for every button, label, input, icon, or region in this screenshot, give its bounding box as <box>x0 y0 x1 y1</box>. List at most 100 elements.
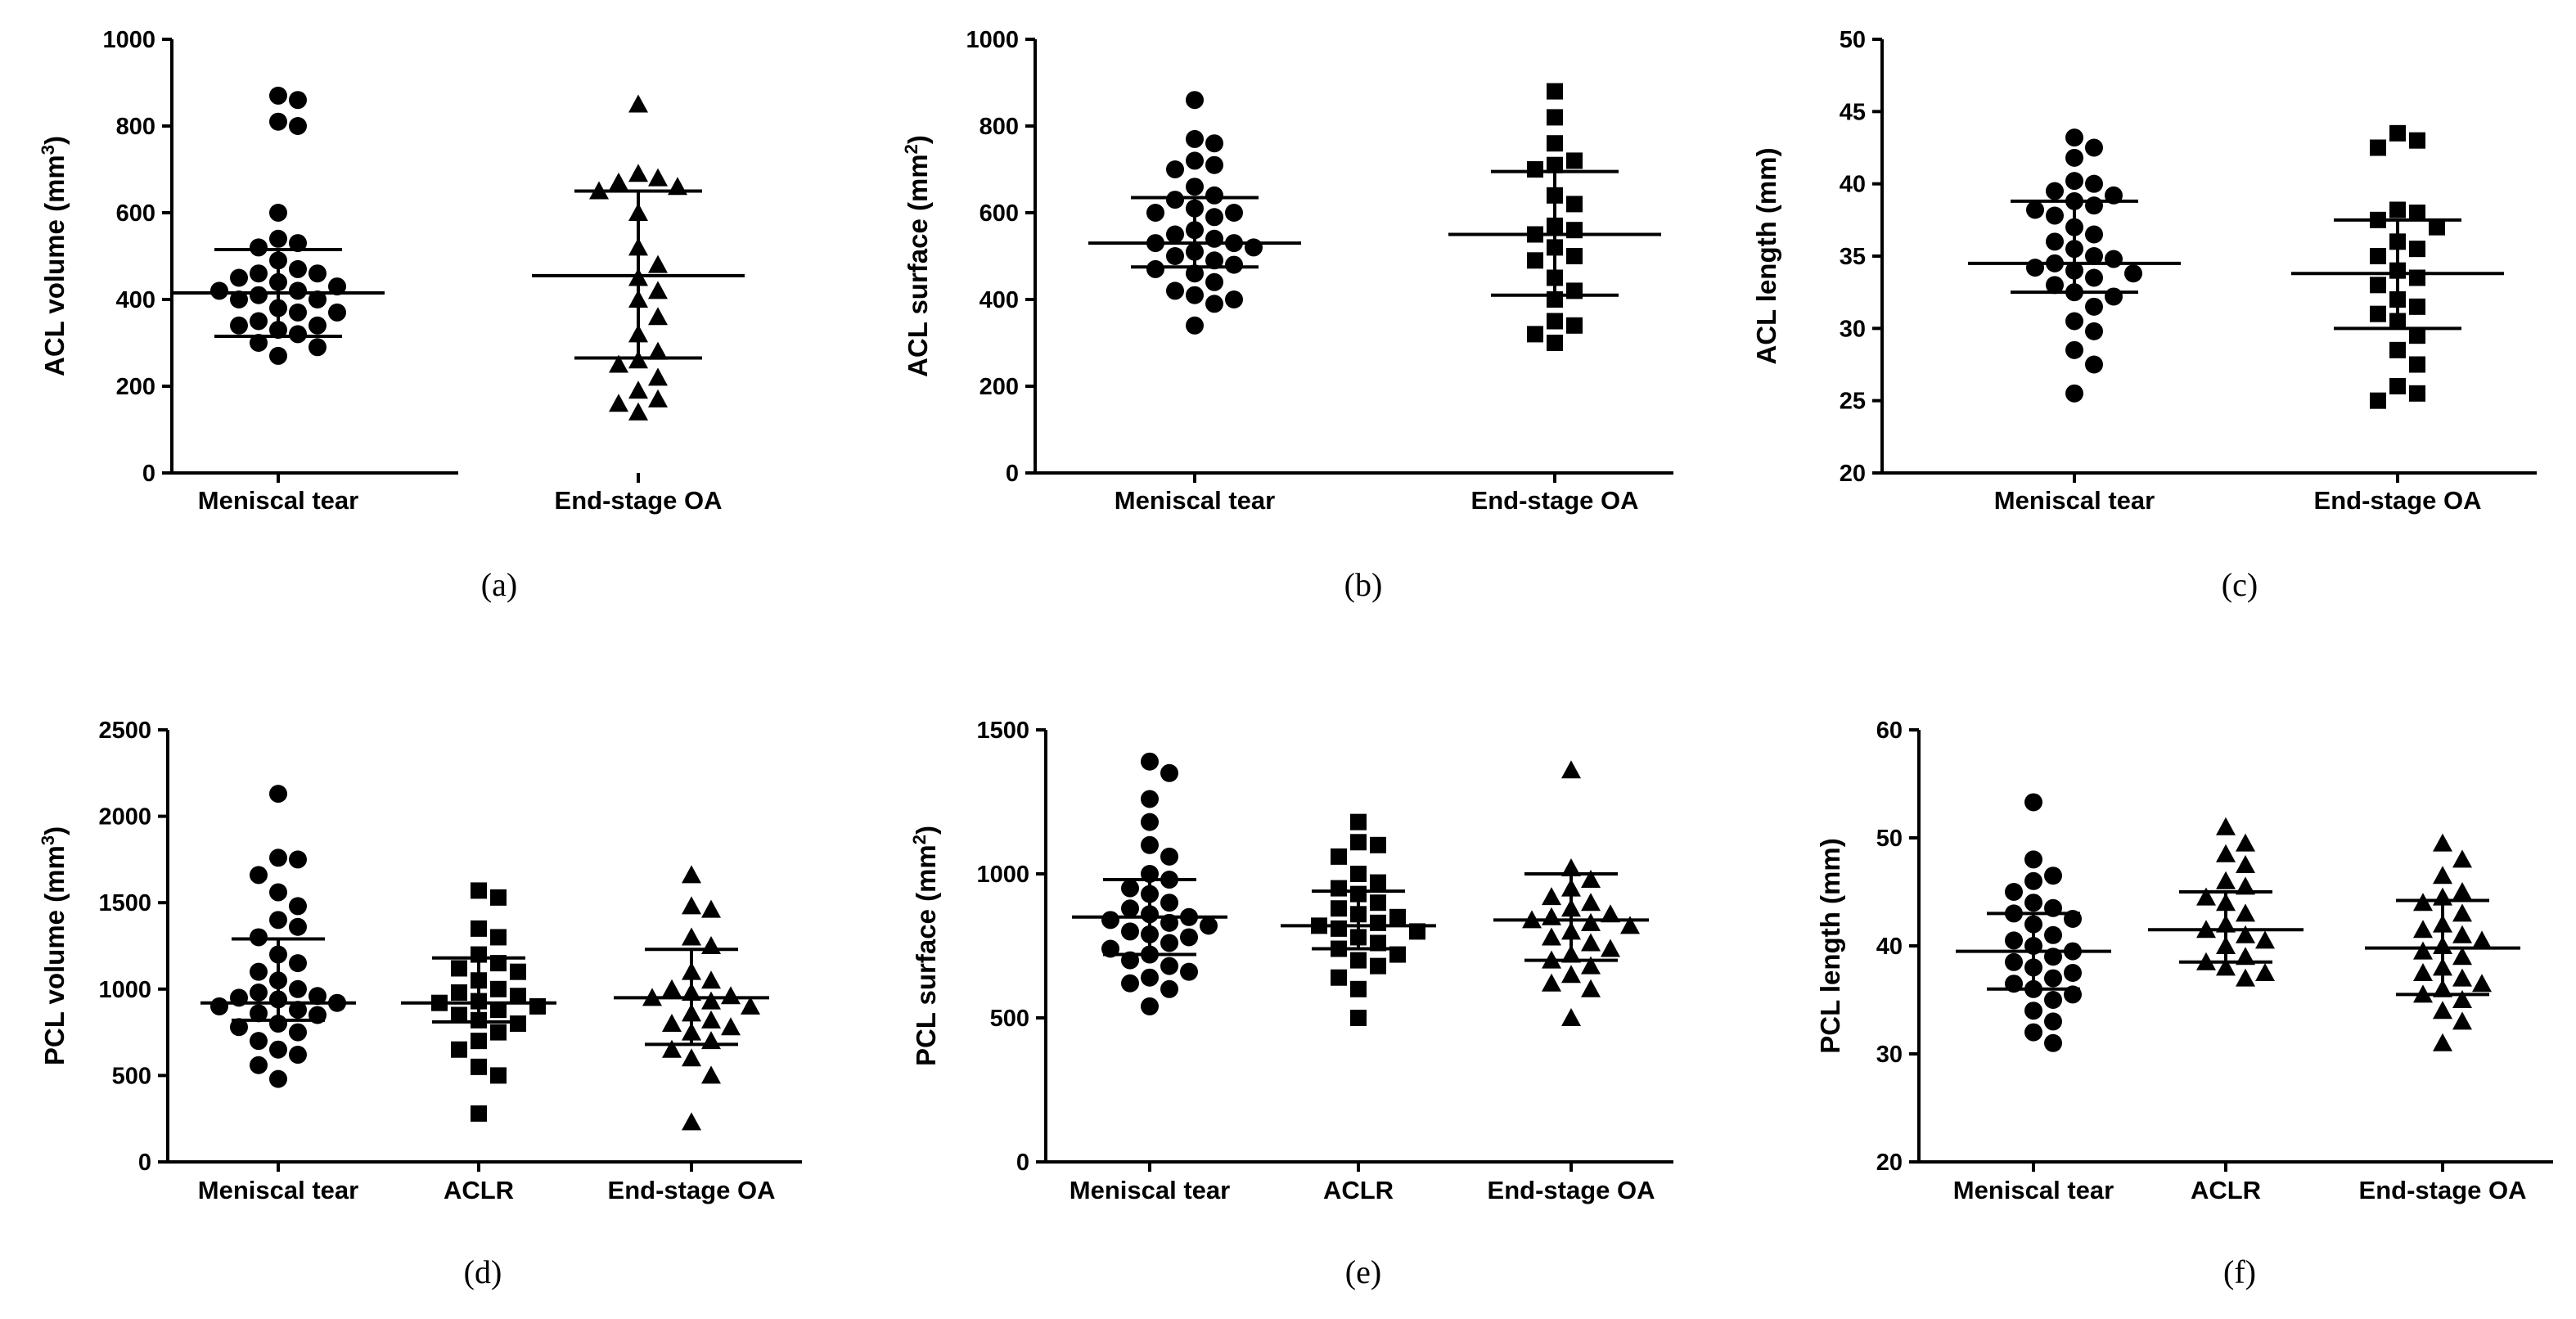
data-point <box>289 897 307 916</box>
data-point <box>471 1105 487 1122</box>
data-point <box>471 1058 487 1075</box>
y-tick-label: 400 <box>116 287 155 313</box>
data-point <box>1566 196 1583 213</box>
data-point <box>741 996 760 1015</box>
data-point <box>510 963 526 980</box>
data-point <box>289 954 307 973</box>
data-point <box>250 1056 268 1074</box>
y-axis-title-text: PCL surface (mm <box>911 844 941 1066</box>
data-point <box>2105 287 2123 306</box>
data-point <box>662 1014 682 1033</box>
data-point <box>682 865 701 884</box>
y-axis-title-text: ACL surface (mm <box>903 154 933 377</box>
data-point <box>2046 276 2064 295</box>
data-point <box>1160 934 1178 952</box>
data-point <box>2044 925 2062 944</box>
series-aclr <box>401 882 556 1122</box>
data-point <box>2044 991 2062 1009</box>
data-point <box>721 986 741 1005</box>
y-tick-label: 1000 <box>98 977 151 1003</box>
data-point <box>1331 848 1347 865</box>
data-point <box>2196 887 2216 906</box>
data-point <box>1121 974 1139 993</box>
series-meniscal-tear <box>1088 91 1301 335</box>
data-point <box>1160 894 1178 912</box>
data-point <box>1166 191 1184 209</box>
data-point <box>1581 893 1601 912</box>
data-point <box>1350 834 1367 851</box>
data-point <box>289 979 307 998</box>
data-point <box>2413 920 2433 939</box>
data-point <box>269 86 287 105</box>
data-point <box>1205 155 1223 174</box>
data-point <box>328 277 346 296</box>
data-point <box>628 380 648 399</box>
data-point <box>1350 1010 1367 1026</box>
data-point <box>471 1033 487 1050</box>
data-point <box>1180 962 1198 981</box>
panel-label: (e) <box>1345 1254 1381 1290</box>
data-point <box>1547 335 1563 351</box>
y-tick-label: 1500 <box>976 718 1029 744</box>
data-point <box>2236 855 2255 873</box>
data-point <box>1146 204 1164 222</box>
data-point <box>230 268 248 287</box>
data-point <box>210 997 228 1015</box>
data-point <box>2452 903 2472 922</box>
chart-panel-6: 20 30 40 50 60 Meniscal tear ACLR End-stage OA P… <box>1815 718 2553 1290</box>
chart-panel-4: 0 500 1000 1500 2000 2500 Meniscal tear ACLR End… <box>38 718 802 1290</box>
data-point <box>1200 916 1218 935</box>
data-point <box>648 307 668 326</box>
data-point <box>289 91 307 110</box>
data-point <box>682 927 701 946</box>
data-point <box>2370 139 2386 156</box>
data-point <box>2370 248 2386 264</box>
y-axis-title: PCL surface (mm2) <box>909 826 941 1066</box>
data-point <box>2236 968 2255 987</box>
data-point <box>1166 225 1184 244</box>
data-point <box>250 866 268 885</box>
data-point <box>269 785 287 804</box>
y-axis-title-end: ) <box>911 826 941 835</box>
y-tick-label: 50 <box>1876 826 1903 852</box>
x-category-label: Meniscal tear <box>198 486 358 515</box>
data-point <box>1561 760 1581 779</box>
series-end-stage-oa <box>614 865 769 1131</box>
data-point <box>1205 134 1223 153</box>
data-point <box>682 1048 701 1067</box>
series-meniscal-tear <box>1956 793 2111 1052</box>
data-point <box>1166 247 1184 265</box>
data-point <box>1225 255 1243 274</box>
data-point <box>2389 341 2406 358</box>
data-point <box>1409 923 1425 940</box>
data-point <box>250 334 268 352</box>
y-tick-label: 800 <box>116 114 155 140</box>
y-axis-title-end: ) <box>39 136 70 145</box>
data-point <box>510 988 526 1005</box>
data-point <box>2085 355 2103 374</box>
data-point <box>648 389 668 407</box>
data-point <box>2085 196 2103 215</box>
data-point <box>701 1031 721 1050</box>
data-point <box>289 281 307 300</box>
y-tick-label: 2500 <box>98 718 151 744</box>
data-point <box>2065 384 2083 403</box>
data-point <box>250 984 268 1002</box>
data-point <box>2389 124 2406 142</box>
panel-label: (d) <box>464 1254 502 1290</box>
data-point <box>1205 295 1223 313</box>
y-tick-label: 60 <box>1876 718 1903 744</box>
data-point <box>1160 763 1178 782</box>
data-point <box>1146 259 1164 278</box>
data-point <box>451 1041 467 1058</box>
y-axis-title-end: ) <box>39 826 70 835</box>
data-point <box>2236 947 2255 966</box>
data-point <box>1141 835 1159 854</box>
y-tick-label: 800 <box>980 114 1019 140</box>
y-axis-title-end: ) <box>903 135 933 144</box>
data-point <box>230 290 248 308</box>
data-point <box>250 928 268 947</box>
data-point <box>2105 250 2123 268</box>
x-category-label: ACLR <box>2191 1176 2261 1204</box>
